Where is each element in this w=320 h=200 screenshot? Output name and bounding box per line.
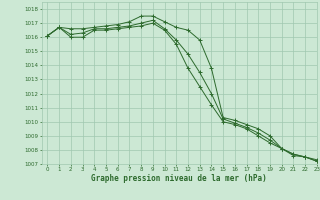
X-axis label: Graphe pression niveau de la mer (hPa): Graphe pression niveau de la mer (hPa) (91, 174, 267, 183)
